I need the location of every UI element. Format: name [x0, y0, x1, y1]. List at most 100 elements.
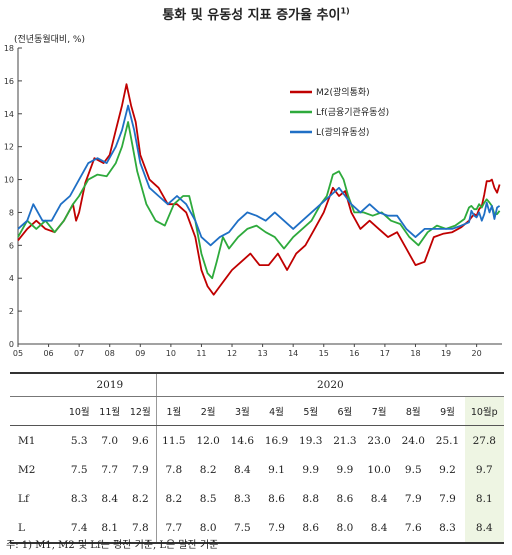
- table-cell: 8.4: [464, 513, 504, 544]
- table-cell: 5.3: [70, 434, 88, 447]
- table-month-row: 10월 11월 12월 1월 2월 3월 4월 5월 6월 7월 8월 9월 10월p: [10, 396, 504, 426]
- table-corner: [10, 372, 64, 397]
- month-header: 6월: [327, 396, 362, 426]
- y-tick-label: 2: [9, 307, 14, 316]
- table-cell: 8.5: [199, 492, 217, 505]
- y-tick-label: 10: [4, 176, 14, 185]
- table-row: Lf 8.3 8.4 8.2 8.2 8.5 8.3 8.6 8.8 8.6 8.4 7.9 7.9 8.…: [10, 484, 504, 513]
- row-label: M2: [18, 463, 36, 476]
- year-header: 2020: [155, 372, 504, 397]
- x-tick-label: 08: [105, 349, 115, 358]
- table-cell: 9.5: [404, 463, 422, 476]
- table-cell: 7.8: [124, 513, 157, 544]
- table-cell: 8.2: [155, 484, 192, 513]
- table-cell: 7.5: [225, 513, 260, 544]
- table-cell: 8.3: [233, 492, 251, 505]
- table-cell: 9.2: [439, 463, 456, 476]
- title-footnote-mark: 1): [340, 6, 350, 16]
- chart-legend: M2(광의통화) Lf(금융기관유동성) L(광의유동성): [290, 86, 389, 138]
- x-tick-label: 19: [441, 349, 451, 358]
- legend-label: L(광의유동성): [316, 126, 369, 138]
- y-tick-label: 8: [9, 208, 14, 217]
- table-cell: 7.7: [155, 513, 192, 544]
- x-tick-label: 07: [74, 349, 84, 358]
- chart-series-lines: [17, 83, 501, 296]
- table-row: M1 5.3 7.0 9.6 11.5 12.0 14.6 16.9 19.3 21.3 23.0 2…: [10, 425, 504, 455]
- table-cell: 8.3: [430, 513, 465, 544]
- table-cell: 16.9: [264, 434, 289, 447]
- footnote: 주: 1) M1, M2 및 Lf는 평잔 기준, L은 말잔 기준: [6, 540, 219, 551]
- table-cell: 8.0: [191, 513, 226, 544]
- y-tick-label: 4: [9, 274, 14, 283]
- table-cell: 8.6: [293, 513, 328, 544]
- table-cell: 8.4: [370, 492, 388, 505]
- x-tick-label: 11: [196, 349, 206, 358]
- x-tick-label: 05: [13, 349, 23, 358]
- table-cell: 19.3: [299, 434, 323, 447]
- table-cell: 9.7: [464, 455, 504, 484]
- table-cell: 9.1: [268, 463, 285, 476]
- x-tick-label: 12: [227, 349, 237, 358]
- table-cell: 7.6: [396, 513, 431, 544]
- x-tick-label: 16: [349, 349, 359, 358]
- table-cell: 8.1: [464, 484, 504, 513]
- table-cell: 21.3: [333, 434, 357, 447]
- table-cell: 7.7: [101, 463, 119, 476]
- table-cell: 12.0: [196, 434, 220, 447]
- table-cell: 8.1: [94, 513, 125, 544]
- table-cell: 7.9: [131, 463, 149, 476]
- y-tick-label: 14: [4, 110, 14, 119]
- table-year-row: 2019 2020: [10, 372, 504, 397]
- chart-title: 통화 및 유동성 지표 증가율 추이1): [0, 4, 512, 23]
- table-cell: 8.8: [302, 492, 320, 505]
- y-tick-label: 6: [9, 241, 14, 250]
- table-row: L 7.4 8.1 7.8 7.7 8.0 7.5 7.9 8.6 8.0 8.4 7.6 8.3 8.4: [10, 513, 504, 544]
- table-cell: 8.4: [101, 492, 119, 505]
- table-cell: 8.2: [199, 463, 217, 476]
- y-tick-label: 12: [4, 143, 14, 152]
- table-cell: 7.0: [101, 434, 119, 447]
- row-label: M1: [18, 434, 36, 447]
- table-cell: 9.6: [131, 434, 149, 447]
- table-cell: 7.8: [155, 455, 192, 484]
- x-tick-label: 10: [166, 349, 176, 358]
- table-cell: 8.3: [70, 492, 88, 505]
- x-tick-label: 15: [319, 349, 329, 358]
- x-tick-label: 18: [410, 349, 420, 358]
- table-cell: 14.6: [230, 434, 255, 447]
- x-tick-label: 09: [135, 349, 145, 358]
- y-tick-label: 18: [4, 44, 14, 53]
- y-tick-label: 16: [4, 77, 14, 86]
- month-header: 5월: [293, 396, 328, 426]
- x-tick-label: 13: [258, 349, 268, 358]
- month-header: 10월p: [464, 396, 504, 426]
- table-cell: 8.2: [131, 492, 149, 505]
- title-text: 통화 및 유동성 지표 증가율 추이: [162, 8, 341, 23]
- chart-axes: 0 2 4 6 8 10 12 14 16 18 05 06 07 08 09 10 11 12 13 14 15 16 1…: [4, 44, 502, 358]
- table-cell: 7.9: [439, 492, 456, 505]
- table-cell: 23.0: [367, 434, 391, 447]
- x-tick-label: 17: [380, 349, 390, 358]
- x-tick-label: 20: [472, 349, 482, 358]
- month-header: 12월: [124, 396, 157, 426]
- table-cell: 8.4: [233, 463, 251, 476]
- line-chart: 0 2 4 6 8 10 12 14 16 18 05 06 07 08 09 10 11 12 13 14 15 16 1…: [4, 44, 502, 358]
- series-line: [17, 83, 501, 296]
- month-header: 7월: [362, 396, 397, 426]
- table-cell: 7.5: [70, 463, 88, 476]
- data-table: 2019 2020 10월 11월 12월 1월 2월 3월 4월 5월 6월 7월 8월 9월 10월…: [10, 372, 504, 544]
- table-cell: 7.9: [259, 513, 294, 544]
- table-cell: 8.4: [362, 513, 397, 544]
- y-tick-label: 0: [9, 340, 14, 349]
- table-cell: 24.0: [401, 434, 425, 447]
- month-header: 2월: [191, 396, 226, 426]
- x-tick-label: 14: [288, 349, 298, 358]
- legend-label: Lf(금융기관유동성): [316, 107, 389, 118]
- row-label: L: [10, 513, 64, 544]
- month-header: 8월: [396, 396, 431, 426]
- month-header: 3월: [225, 396, 260, 426]
- table-cell: 25.1: [435, 434, 460, 447]
- table-row: M2 7.5 7.7 7.9 7.8 8.2 8.4 9.1 9.9 9.9 10.0 9.5 9.2 9…: [10, 455, 504, 484]
- table-cell: 7.9: [404, 492, 422, 505]
- month-header: 11월: [94, 396, 125, 426]
